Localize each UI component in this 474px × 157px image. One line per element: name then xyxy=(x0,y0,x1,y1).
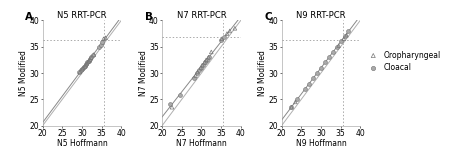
Point xyxy=(76,71,84,73)
Point xyxy=(321,61,328,64)
Point xyxy=(317,66,325,69)
Point xyxy=(197,66,204,69)
Point xyxy=(86,58,94,60)
Point xyxy=(208,51,215,53)
Point xyxy=(202,59,210,61)
Point xyxy=(223,32,231,35)
Point xyxy=(78,68,86,71)
Point xyxy=(325,56,333,58)
Point xyxy=(86,58,94,61)
Point xyxy=(201,61,209,64)
Point xyxy=(82,65,89,67)
Point xyxy=(102,37,109,39)
Point xyxy=(313,72,321,74)
Point xyxy=(218,38,226,40)
Point xyxy=(82,63,90,65)
Point xyxy=(99,41,106,44)
Point xyxy=(85,60,93,62)
Point xyxy=(217,39,225,42)
Point xyxy=(205,56,212,58)
Title: N5 RRT-PCR: N5 RRT-PCR xyxy=(57,11,107,20)
Point xyxy=(88,56,95,58)
Point xyxy=(305,82,313,85)
Y-axis label: N7 Modified: N7 Modified xyxy=(138,50,147,96)
Point xyxy=(82,65,89,67)
Point xyxy=(231,27,238,30)
Point xyxy=(83,62,91,65)
Point xyxy=(85,60,92,62)
Point xyxy=(345,30,352,32)
Point xyxy=(168,106,176,108)
Point xyxy=(333,45,340,48)
Title: N7 RRT-PCR: N7 RRT-PCR xyxy=(177,11,226,20)
Point xyxy=(288,106,295,108)
Point xyxy=(205,56,212,58)
Point xyxy=(84,61,91,64)
Point xyxy=(343,34,350,36)
Point xyxy=(199,64,206,66)
Point xyxy=(100,38,108,40)
Legend: Oropharyngeal, Cloacal: Oropharyngeal, Cloacal xyxy=(365,51,440,72)
Point xyxy=(199,64,206,66)
Text: A: A xyxy=(26,12,33,22)
Point xyxy=(192,74,200,77)
X-axis label: N7 Hoffmann: N7 Hoffmann xyxy=(176,139,227,149)
Text: C: C xyxy=(264,12,272,22)
Point xyxy=(341,35,348,37)
Y-axis label: N5 Modified: N5 Modified xyxy=(19,50,28,96)
Point xyxy=(191,77,198,79)
Point xyxy=(340,38,347,40)
Point xyxy=(79,68,86,70)
Title: N9 RRT-PCR: N9 RRT-PCR xyxy=(296,11,346,20)
Point xyxy=(95,45,103,48)
Point xyxy=(82,64,90,66)
Point xyxy=(292,101,299,103)
Point xyxy=(97,43,105,46)
Point xyxy=(87,57,95,59)
Point xyxy=(329,51,337,53)
Point xyxy=(194,71,201,73)
X-axis label: N9 Hoffmann: N9 Hoffmann xyxy=(296,139,346,149)
Point xyxy=(197,66,204,69)
Point xyxy=(80,66,87,68)
Point xyxy=(166,102,174,105)
Point xyxy=(176,94,183,96)
Point xyxy=(79,66,87,69)
Y-axis label: N9 Modified: N9 Modified xyxy=(258,50,267,96)
Point xyxy=(226,30,234,32)
X-axis label: N5 Hoffmann: N5 Hoffmann xyxy=(56,139,107,149)
Point xyxy=(293,98,301,100)
Point xyxy=(195,69,202,72)
Point xyxy=(335,44,342,47)
Point xyxy=(75,71,82,74)
Point xyxy=(201,61,209,64)
Point xyxy=(193,72,201,74)
Point xyxy=(337,40,345,43)
Point xyxy=(84,61,91,63)
Point xyxy=(301,88,309,90)
Text: B: B xyxy=(145,12,153,22)
Point xyxy=(288,106,295,108)
Point xyxy=(77,69,85,72)
Point xyxy=(90,53,97,56)
Point xyxy=(90,53,98,56)
Point xyxy=(220,36,228,38)
Point xyxy=(309,77,317,79)
Point xyxy=(203,59,210,61)
